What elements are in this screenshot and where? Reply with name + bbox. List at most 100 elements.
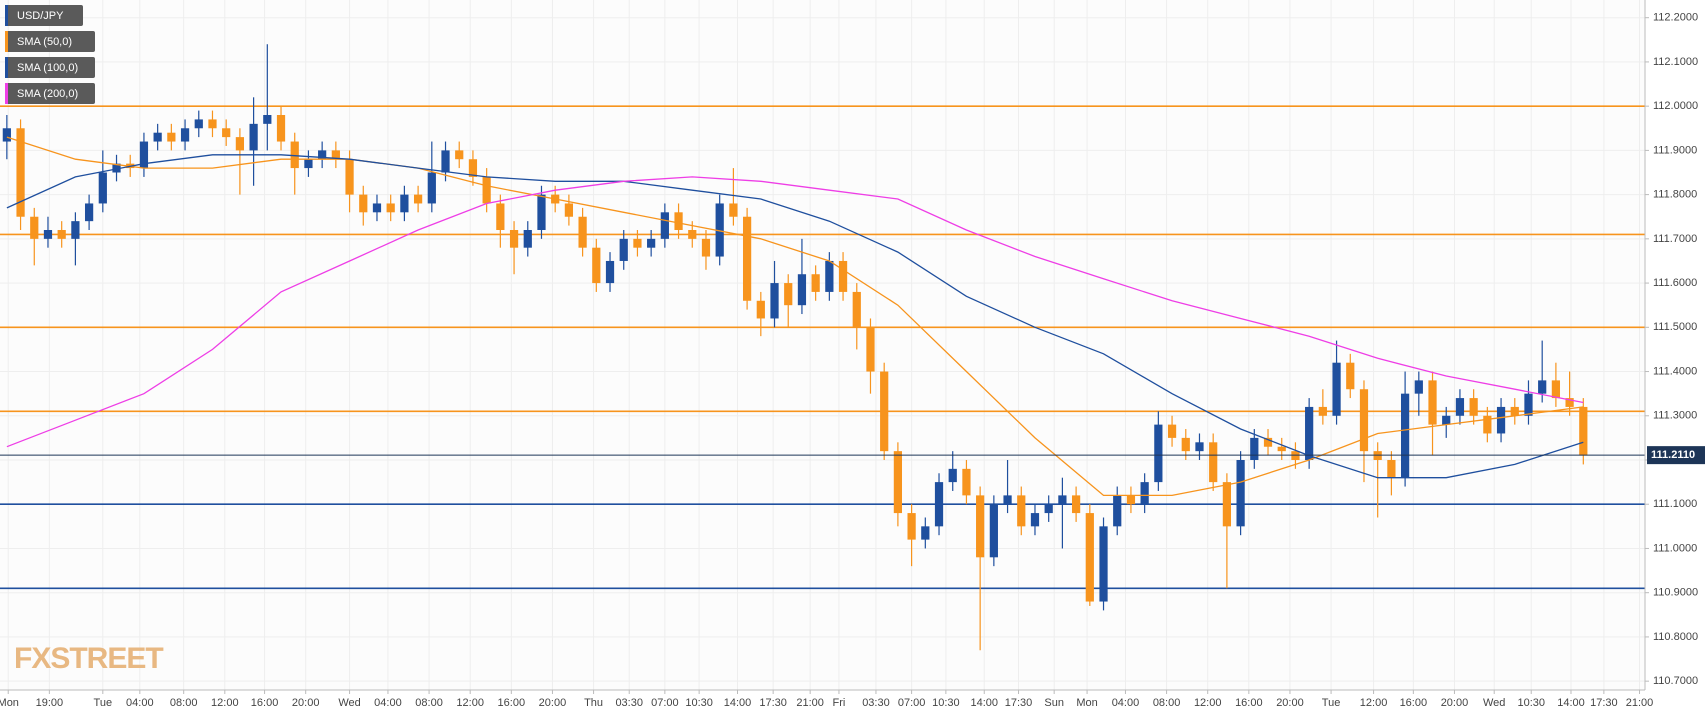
candle-body (742, 216, 752, 301)
legend-box (5, 31, 95, 52)
candle-body (208, 119, 217, 129)
x-tick-label: 14:00 (1557, 697, 1585, 709)
x-tick-label: 16:00 (251, 697, 279, 709)
x-tick-label: 14:00 (724, 697, 752, 709)
candle-body (1332, 362, 1341, 416)
x-tick-label: 10:30 (932, 697, 960, 709)
candle-body (98, 172, 107, 204)
y-tick-label: 111.1000 (1653, 498, 1697, 510)
y-tick-label: 111.4000 (1653, 365, 1697, 377)
candle-body (701, 238, 711, 257)
candle-body (1579, 406, 1588, 456)
candle-body (1496, 406, 1506, 434)
candle-body (605, 260, 615, 284)
candle-body (633, 238, 642, 248)
candle-body (441, 150, 450, 173)
y-tick-label: 112.1000 (1653, 56, 1698, 68)
candle-body (16, 128, 25, 217)
candle-body (1483, 415, 1492, 434)
candle-body (1099, 526, 1108, 602)
x-tick-label: 12:00 (1194, 697, 1222, 709)
y-tick-label: 111.0000 (1653, 542, 1697, 554)
candle-body (619, 238, 628, 261)
x-tick-label: Tue (1322, 697, 1341, 709)
legend-swatch (5, 31, 8, 52)
candle-body (523, 230, 532, 248)
candle-body (729, 203, 738, 217)
candle-body (263, 115, 272, 124)
x-tick-label: 20:00 (292, 697, 320, 709)
candle-body (1167, 424, 1177, 438)
candle-body (222, 128, 231, 138)
watermark: FXSTREET (14, 642, 163, 675)
candle-body (180, 128, 190, 142)
candle-body (852, 291, 861, 328)
candle-body (235, 137, 245, 151)
candle-body (564, 203, 574, 217)
candle-body (1442, 415, 1451, 425)
candle-body (1414, 380, 1423, 394)
candle-body (592, 247, 601, 284)
y-tick-label: 111.9000 (1653, 144, 1697, 156)
candle-body (811, 274, 820, 292)
legend-box (5, 57, 95, 78)
candle-body (1236, 460, 1245, 527)
candle-body (1044, 504, 1053, 514)
candle-body (345, 159, 354, 195)
candle-body (756, 300, 765, 319)
candle-body (30, 216, 39, 239)
candle-body (194, 119, 203, 129)
legend-box (5, 5, 83, 26)
candle-body (1181, 437, 1190, 452)
candle-body (468, 159, 478, 177)
candle-body (1140, 482, 1149, 505)
candle-body (989, 504, 998, 558)
candle-body (1551, 380, 1561, 399)
candle-body (797, 274, 807, 306)
candle-body (1277, 446, 1286, 452)
candle-body (715, 203, 724, 257)
candle-body (962, 468, 971, 496)
candle-body (893, 451, 903, 514)
x-tick-label: 08:00 (170, 697, 198, 709)
x-tick-label: 12:00 (456, 697, 484, 709)
candle-body (1113, 495, 1122, 527)
candle-body (578, 216, 587, 248)
x-tick-label: 16:00 (498, 697, 526, 709)
candle-body (1387, 460, 1396, 478)
candle-body (153, 132, 162, 142)
x-tick-label: 08:00 (1153, 697, 1181, 709)
candle-body (427, 172, 436, 204)
candle-body (331, 150, 340, 160)
x-tick-label: 03:30 (862, 697, 890, 709)
candle-body (167, 132, 176, 142)
x-tick-label: 20:00 (1276, 697, 1304, 709)
candle-body (496, 203, 505, 230)
candle-body (1305, 406, 1314, 460)
x-tick-label: 17:30 (1590, 697, 1618, 709)
candle-body (1250, 437, 1259, 460)
x-tick-label: 21:00 (1626, 697, 1654, 709)
last-price-label: 111.2110 (1651, 449, 1695, 461)
x-tick-label: Tue (94, 697, 113, 709)
x-tick-label: Sun (1044, 697, 1064, 709)
candle-body (400, 194, 409, 213)
candle-body (976, 495, 985, 558)
candle-body (482, 176, 491, 204)
candle-body (784, 283, 793, 306)
candle-body (921, 526, 930, 540)
plot-area (0, 0, 1645, 690)
candle-body (688, 230, 697, 239)
candle-body (1538, 380, 1547, 394)
legend-box (5, 83, 95, 104)
candle-body (880, 371, 889, 452)
y-tick-label: 111.5000 (1653, 321, 1697, 333)
candle-body (537, 194, 546, 230)
candle-body (413, 194, 423, 204)
candle-body (57, 230, 66, 239)
legend-label: USD/JPY (17, 10, 64, 22)
candle-body (290, 141, 299, 169)
candle-body (1455, 398, 1465, 416)
candle-body (866, 327, 875, 372)
candle-body (1030, 513, 1040, 527)
